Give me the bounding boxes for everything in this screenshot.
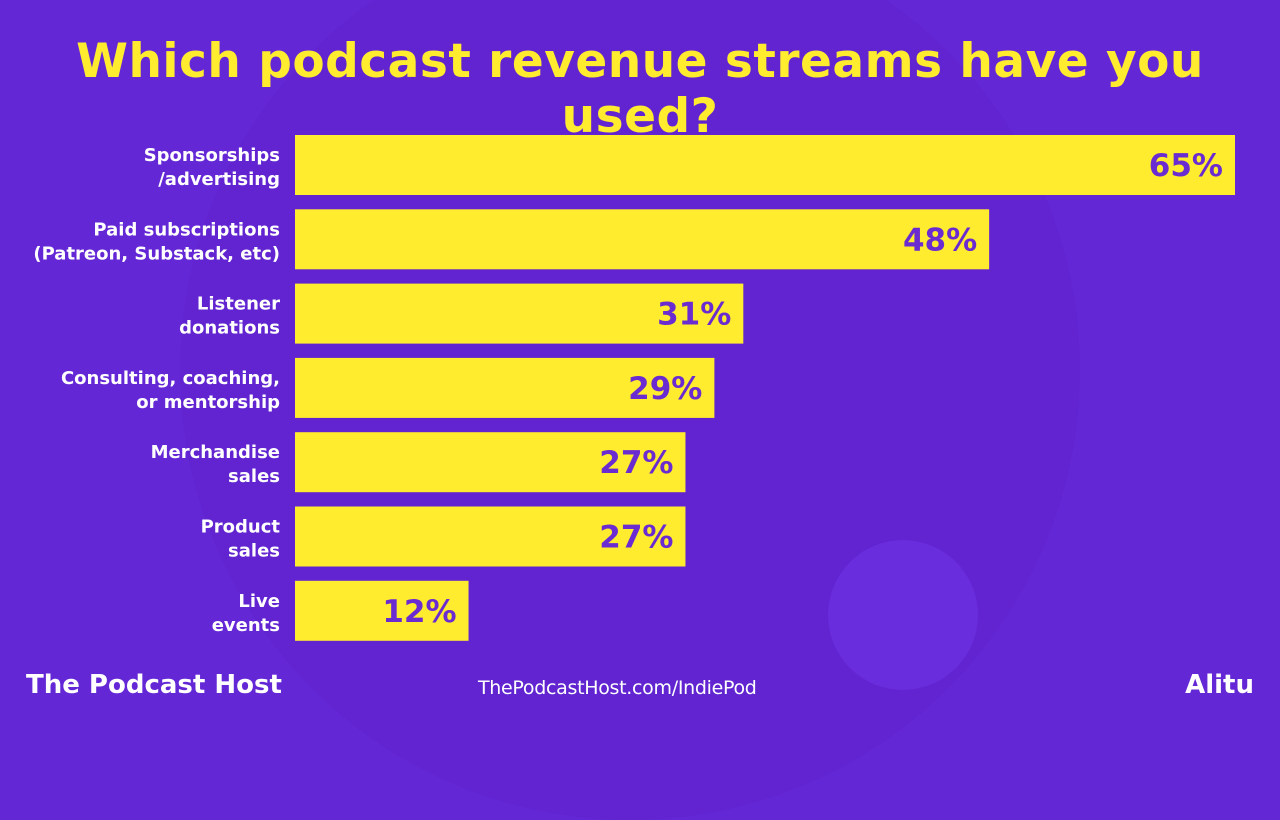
category-label-1-1: (Patreon, Substack, etc) [33, 243, 280, 264]
data-label-4: 27% [599, 445, 673, 481]
category-label-6-1: events [212, 615, 280, 636]
category-label-5-1: sales [228, 541, 280, 562]
data-label-2: 31% [657, 297, 731, 333]
chart-title: Which podcast revenue streams have you u… [76, 34, 1204, 144]
category-label-6-0: Live [238, 591, 280, 612]
bar-5 [295, 506, 686, 567]
brand-logo-the-podcast-host: The Podcast Host [26, 670, 282, 700]
bar-2 [295, 283, 744, 344]
category-label-5-0: Product [201, 517, 281, 538]
category-label-3-1: or mentorship [136, 392, 280, 413]
brand-logo-alitu: Alitu [1185, 670, 1254, 700]
category-label-4-1: sales [228, 466, 280, 487]
bar-0 [295, 135, 1235, 195]
category-label-3-0: Consulting, coaching, [61, 368, 280, 389]
bar-1 [295, 209, 990, 270]
bar-4 [295, 432, 686, 493]
category-label-0-1: /advertising [158, 169, 280, 190]
category-label-1-0: Paid subscriptions [93, 219, 280, 240]
background-circle-small [828, 540, 978, 690]
category-label-4-0: Merchandise [151, 442, 280, 463]
category-label-2-0: Listener [197, 294, 280, 315]
bar-chart: 65% Sponsorships/advertising 48% Paid subsc… [33, 135, 1235, 641]
data-label-5: 27% [599, 520, 673, 556]
data-label-0: 65% [1149, 148, 1223, 184]
data-label-3: 29% [628, 371, 702, 407]
footer-url[interactable]: ThePodcastHost.com/IndiePod [478, 677, 757, 699]
data-label-1: 48% [903, 222, 977, 258]
category-label-2-1: donations [179, 318, 280, 339]
bar-6 [295, 580, 469, 641]
category-label-0-0: Sponsorships [144, 145, 280, 166]
bar-3 [295, 357, 715, 418]
data-label-6: 12% [382, 594, 456, 630]
